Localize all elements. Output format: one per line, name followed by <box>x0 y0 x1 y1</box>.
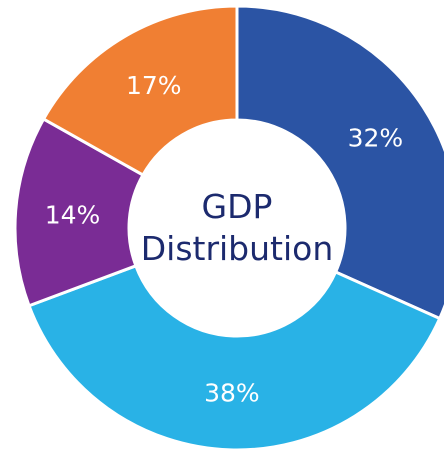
slice <box>27 263 442 451</box>
slice <box>13 116 145 308</box>
chart-title: GDP Distribution <box>140 187 334 268</box>
slice <box>41 4 239 178</box>
slice-label: 38% <box>204 378 260 407</box>
slice <box>235 4 444 321</box>
slice-label: 17% <box>126 71 182 100</box>
slice-label: 32% <box>348 124 404 153</box>
slice-label: 14% <box>45 201 101 230</box>
